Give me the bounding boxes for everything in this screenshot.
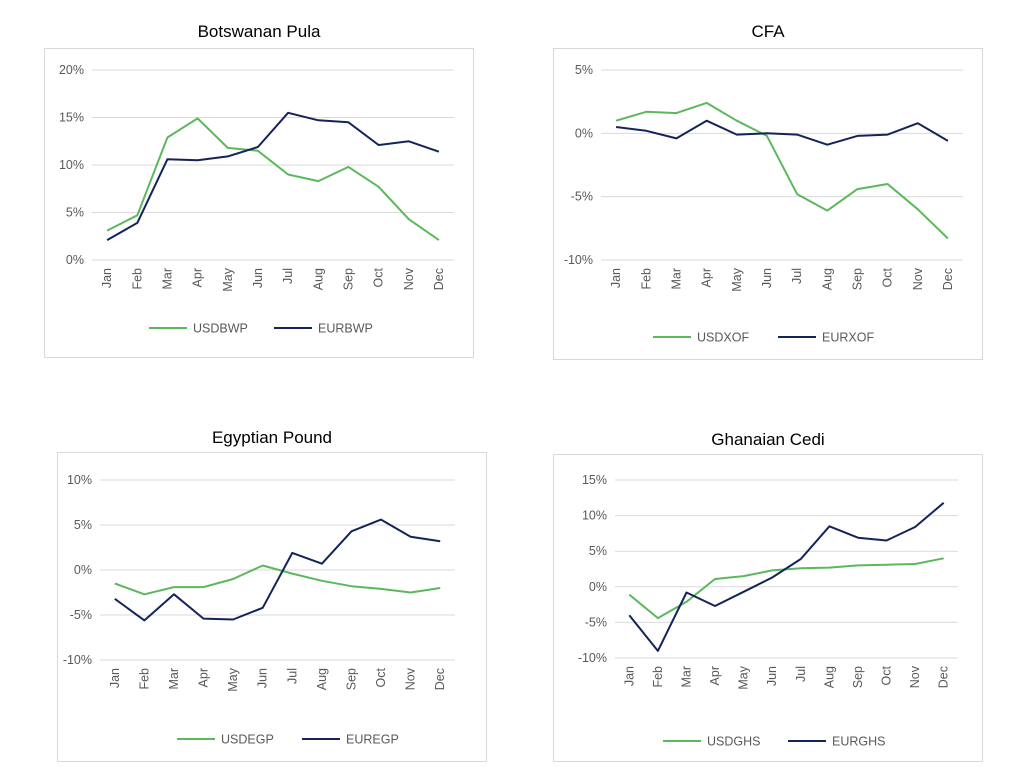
y-tick-label: 10%: [59, 158, 84, 172]
x-tick-label: May: [221, 267, 235, 291]
x-tick-label: Dec: [937, 666, 951, 688]
y-tick-label: -10%: [63, 653, 92, 667]
x-tick-label: Mar: [160, 268, 174, 290]
y-tick-label: -5%: [571, 190, 593, 204]
chart-plot: -10% -5% 0% 5% 10% 15% Jan Feb Mar Apr May Jun Jul Au…: [578, 473, 958, 749]
x-tick-label: Apr: [191, 268, 205, 287]
x-tick-label: Apr: [197, 668, 211, 687]
x-tick-label: Nov: [908, 665, 922, 688]
x-tick-label: Jul: [794, 666, 808, 682]
x-tick-label: Jan: [108, 668, 122, 688]
chart-frame: [57, 452, 487, 762]
y-tick-label: 0%: [74, 563, 92, 577]
y-tick-label: 15%: [59, 111, 84, 125]
x-tick-label: May: [226, 667, 240, 691]
x-tick-label: Jul: [285, 668, 299, 684]
x-tick-label: Dec: [432, 268, 446, 290]
x-tick-label: May: [737, 665, 751, 689]
chart-frame: [553, 454, 983, 762]
x-tick-label: Aug: [315, 668, 329, 690]
x-tick-label: Jan: [609, 268, 623, 288]
x-tick-label: Sep: [851, 666, 865, 688]
y-tick-label: 5%: [66, 206, 84, 220]
x-tick-label: Jul: [790, 268, 804, 284]
series-line-euregp: [114, 518, 441, 622]
chart-title: Botswanan Pula: [197, 22, 321, 41]
y-tick-label: -5%: [70, 608, 92, 622]
x-tick-label: Jan: [622, 666, 636, 686]
x-tick-label: Jul: [281, 268, 295, 284]
x-tick-label: Nov: [404, 667, 418, 690]
legend-label: USDGHS: [707, 735, 760, 749]
chart-plot: 0% 5% 10% 15% 20% Jan Feb Mar Apr May Jun Jul Aug Sep…: [59, 63, 454, 336]
series-line-eurxof: [615, 119, 949, 146]
chart-plot: -10% -5% 0% 5% 10% Jan Feb Mar Apr May Jun Jul Aug Se…: [63, 473, 455, 747]
x-tick-label: Aug: [311, 268, 325, 290]
chart-title: CFA: [751, 22, 785, 41]
x-tick-label: Feb: [639, 268, 653, 290]
x-tick-label: Mar: [669, 268, 683, 290]
x-tick-label: Nov: [402, 267, 416, 290]
x-tick-label: Jun: [251, 268, 265, 288]
y-tick-label: 5%: [575, 63, 593, 77]
legend-label: USDEGP: [221, 733, 274, 747]
legend-label: EURGHS: [832, 735, 885, 749]
legend-label: USDXOF: [697, 331, 749, 345]
x-tick-label: Apr: [708, 666, 722, 685]
x-tick-label: Jun: [760, 268, 774, 288]
x-tick-label: Dec: [433, 668, 447, 690]
chart-title: Egyptian Pound: [211, 428, 333, 447]
x-tick-label: Jun: [765, 666, 779, 686]
series-line-eurbwp: [106, 111, 440, 241]
x-tick-label: Oct: [880, 665, 894, 685]
x-tick-label: Mar: [679, 666, 693, 688]
x-tick-label: Sep: [344, 668, 358, 690]
chart-panel-egyptian-pound: Egyptian Pound -10% -5% 0% 5% 10% Jan Feb Mar Ap…: [57, 428, 487, 762]
x-tick-label: Jan: [100, 268, 114, 288]
x-tick-label: Nov: [911, 267, 925, 290]
y-tick-label: 5%: [74, 518, 92, 532]
y-tick-label: -10%: [578, 651, 607, 665]
y-tick-label: -10%: [564, 253, 593, 267]
x-tick-label: Apr: [700, 268, 714, 287]
legend-label: EURBWP: [318, 322, 373, 336]
y-tick-label: 15%: [582, 473, 607, 487]
chart-panel-botswanan-pula: Botswanan Pula 0% 5% 10% 15% 20% Jan Feb Mar Apr…: [44, 22, 474, 358]
chart-frame: [44, 48, 474, 358]
x-tick-label: Feb: [130, 268, 144, 290]
x-tick-label: Dec: [941, 268, 955, 290]
y-tick-label: 0%: [589, 580, 607, 594]
x-tick-label: Oct: [881, 267, 895, 287]
y-tick-label: 5%: [589, 544, 607, 558]
legend-label: USDBWP: [193, 322, 248, 336]
y-tick-label: -5%: [585, 615, 607, 629]
x-tick-label: May: [730, 267, 744, 291]
y-tick-label: 20%: [59, 63, 84, 77]
y-tick-label: 10%: [67, 473, 92, 487]
chart-panel-cfa: CFA -10% -5% 0% 5% Jan Feb Mar Apr May Jun Jul Aug S…: [553, 22, 983, 360]
x-tick-label: Feb: [137, 668, 151, 690]
y-tick-label: 10%: [582, 509, 607, 523]
legend-label: EUREGP: [346, 733, 399, 747]
x-tick-label: Oct: [372, 267, 386, 287]
x-tick-label: Feb: [651, 666, 665, 688]
series-line-eurghs: [628, 502, 945, 652]
series-line-usdxof: [615, 101, 949, 240]
legend-label: EURXOF: [822, 331, 874, 345]
x-tick-label: Mar: [167, 668, 181, 690]
x-tick-label: Sep: [341, 268, 355, 290]
y-tick-label: 0%: [575, 126, 593, 140]
x-tick-label: Aug: [822, 666, 836, 688]
chart-panel-ghanaian-cedi: Ghanaian Cedi -10% -5% 0% 5% 10% 15% Jan Feb Mar…: [553, 430, 983, 762]
y-tick-label: 0%: [66, 253, 84, 267]
chart-title: Ghanaian Cedi: [711, 430, 825, 449]
x-tick-label: Aug: [820, 268, 834, 290]
x-tick-label: Sep: [850, 268, 864, 290]
series-line-usdegp: [114, 564, 441, 596]
series-line-usdbwp: [106, 117, 440, 241]
x-tick-label: Oct: [374, 667, 388, 687]
chart-plot: -10% -5% 0% 5% Jan Feb Mar Apr May Jun Jul Aug Sep Oc…: [564, 63, 963, 345]
x-tick-label: Jun: [256, 668, 270, 688]
